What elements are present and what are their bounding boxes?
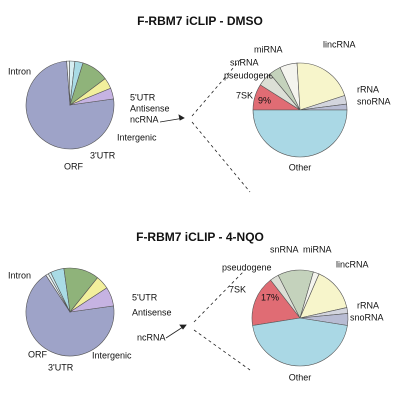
pie-slice xyxy=(252,109,348,158)
slice-label: rRNA xyxy=(357,84,379,94)
slice-label: pseudogene xyxy=(222,262,272,272)
slice-label: lincRNA xyxy=(336,259,369,269)
slice-label: Intergenic xyxy=(117,132,157,142)
pie-slice xyxy=(252,317,348,367)
value-label: 9% xyxy=(258,95,271,105)
slice-label: Antisense xyxy=(132,307,172,317)
slice-label: 3'UTR xyxy=(48,362,74,372)
slice-label: ORF xyxy=(64,161,84,171)
slice-label: ncRNA xyxy=(137,332,166,342)
slice-label: snoRNA xyxy=(357,96,391,106)
chart-title: F-RBM7 iCLIP - DMSO xyxy=(137,14,263,28)
slice-label: 5'UTR xyxy=(132,292,158,302)
slice-label: lincRNA xyxy=(323,39,356,49)
chart-title: F-RBM7 iCLIP - 4-NQO xyxy=(136,230,264,244)
slice-label: snoRNA xyxy=(350,312,384,322)
slice-label: Intron xyxy=(8,270,31,280)
dashed-line xyxy=(193,269,246,323)
arrow-head xyxy=(178,114,185,121)
slice-label: Intergenic xyxy=(92,350,132,360)
slice-label: 3'UTR xyxy=(90,150,116,160)
slice-label: Other xyxy=(289,372,312,382)
dashed-line xyxy=(191,59,241,117)
slice-label: snRNA xyxy=(270,244,299,254)
slice-label: 7SK xyxy=(229,284,246,294)
connectors xyxy=(159,59,251,371)
pie-slice xyxy=(69,287,114,313)
pie-slice xyxy=(25,274,115,357)
slice-label: pseudogene xyxy=(224,70,274,80)
slice-label: miRNA xyxy=(254,44,283,54)
dashed-line xyxy=(191,121,251,193)
slice-label: 5'UTR xyxy=(130,92,156,102)
arrow-head xyxy=(179,324,187,330)
dashed-line xyxy=(193,329,251,371)
value-label: 17% xyxy=(261,292,279,302)
slice-label: Antisense xyxy=(130,103,170,113)
slice-label: ORF xyxy=(28,349,48,359)
slice-label: rRNA xyxy=(357,300,379,310)
slice-label: Other xyxy=(289,162,312,172)
slice-label: ncRNA xyxy=(130,114,159,124)
pie-slice xyxy=(296,62,346,111)
pie-slice xyxy=(251,279,301,326)
slice-label: snRNA xyxy=(230,57,259,67)
slice-label: miRNA xyxy=(303,244,332,254)
slice-label: 7SK xyxy=(236,90,253,100)
slice-label: Intron xyxy=(8,66,31,76)
pie-slice xyxy=(69,87,114,106)
